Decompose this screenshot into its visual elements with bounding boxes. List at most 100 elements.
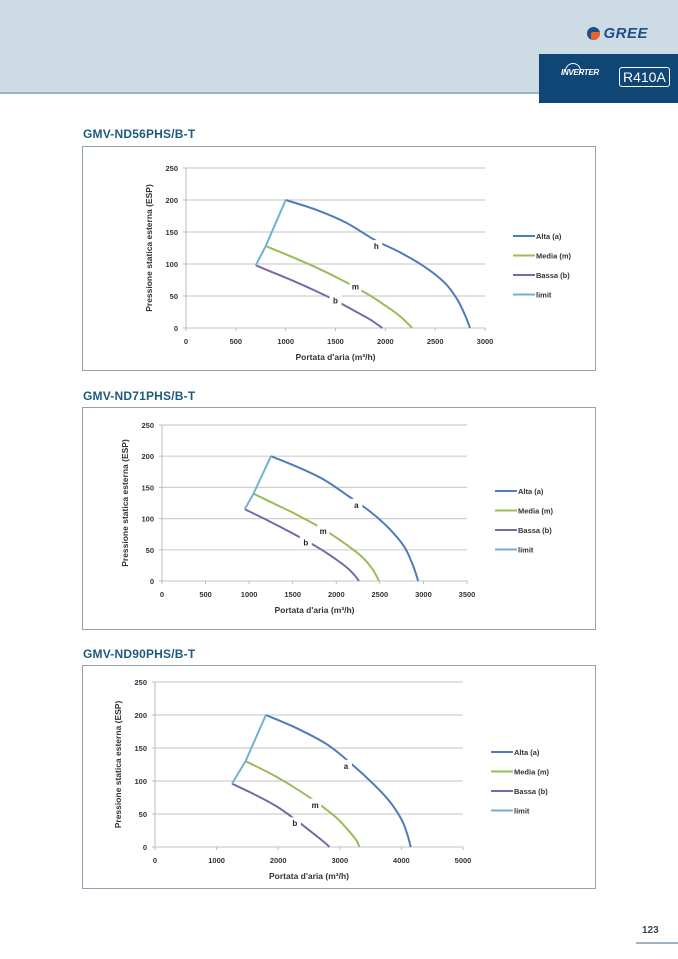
series-line-media <box>253 492 380 582</box>
chart-title: GMV-ND56PHS/B-T <box>83 127 196 141</box>
y-tick-label: 200 <box>165 196 178 205</box>
tech-badge: INVERTER R410A <box>539 54 678 103</box>
series-line-bassa <box>231 782 331 848</box>
data-label: b <box>303 538 308 547</box>
y-tick-label: 150 <box>141 483 154 492</box>
inverter-badge: INVERTER <box>561 68 599 77</box>
x-tick-label: 500 <box>199 590 212 599</box>
y-tick-label: 250 <box>165 164 178 173</box>
legend-label: Media (m) <box>518 507 554 516</box>
y-tick-label: 250 <box>134 678 147 687</box>
series-line-alta <box>285 199 471 329</box>
y-tick-label: 100 <box>165 260 178 269</box>
x-tick-label: 2000 <box>328 590 345 599</box>
chart-panel-2: 0 50 100 150 200 250 0 500 1000 1500 2000 2500 3000 3… <box>82 407 596 630</box>
x-tick-label: 2000 <box>377 337 394 346</box>
data-label-bg <box>349 280 362 292</box>
series-line-bassa <box>244 508 360 582</box>
series-line-limit <box>231 714 267 785</box>
r410a-badge: R410A <box>619 67 670 87</box>
page-number: 123 <box>642 925 659 936</box>
x-tick-label: 5000 <box>455 856 472 865</box>
data-label: m <box>352 282 359 291</box>
y-axis-label: Pressione statica esterna (ESP) <box>120 439 130 567</box>
x-tick-label: 0 <box>160 590 164 599</box>
series-line-limit <box>254 199 287 266</box>
gree-logo-text: GREE <box>603 25 648 42</box>
y-tick-label: 50 <box>139 810 147 819</box>
data-label: m <box>312 801 319 810</box>
legend-label: Alta (a) <box>514 748 540 757</box>
x-tick-label: 1000 <box>208 856 225 865</box>
data-label: b <box>333 296 338 305</box>
y-tick-label: 0 <box>143 843 147 852</box>
gree-logo-mark-icon <box>587 27 601 40</box>
chart-panel-3: 0 50 100 150 200 250 0 1000 2000 3000 4000 5000 Port… <box>82 665 596 889</box>
chart-panel-1: 0 50 100 150 200 250 0 500 1000 1500 2000 2500 3000 P… <box>82 146 596 371</box>
data-label: a <box>354 501 359 510</box>
x-tick-label: 0 <box>153 856 157 865</box>
data-label-bg <box>370 240 383 252</box>
y-tick-label: 100 <box>134 777 147 786</box>
y-tick-label: 50 <box>170 292 178 301</box>
x-axis-label: Portata d'aria (m³/h) <box>275 605 355 615</box>
x-tick-label: 2000 <box>270 856 287 865</box>
y-tick-label: 0 <box>150 577 154 586</box>
x-tick-label: 4000 <box>393 856 410 865</box>
chart-3: 0 50 100 150 200 250 0 1000 2000 3000 4000 5000 Port… <box>113 678 550 881</box>
legend-label: Bassa (b) <box>514 787 548 796</box>
legend-label: limit <box>514 807 530 816</box>
chart-title: GMV-ND90PHS/B-T <box>83 647 196 661</box>
x-tick-label: 3000 <box>415 590 432 599</box>
chart-title: GMV-ND71PHS/B-T <box>83 389 196 403</box>
data-label-bg <box>339 759 352 771</box>
data-label: a <box>344 762 349 771</box>
x-tick-label: 1500 <box>284 590 301 599</box>
series-line-limit <box>243 455 272 510</box>
x-tick-label: 3000 <box>331 856 348 865</box>
x-tick-label: 1000 <box>277 337 294 346</box>
legend-label: Bassa (b) <box>518 526 552 535</box>
x-tick-label: 1000 <box>241 590 258 599</box>
x-tick-label: 3500 <box>459 590 476 599</box>
y-tick-label: 200 <box>141 452 154 461</box>
y-tick-label: 200 <box>134 711 147 720</box>
gree-logo: GREE <box>587 25 648 42</box>
x-tick-label: 1500 <box>327 337 344 346</box>
y-tick-label: 250 <box>141 421 154 430</box>
data-label: h <box>374 242 379 251</box>
inverter-arc-icon <box>565 63 581 72</box>
y-axis-label: Pressione statica esterna (ESP) <box>113 701 123 829</box>
legend-label: Bassa (b) <box>536 271 570 280</box>
data-label: b <box>292 819 297 828</box>
y-tick-label: 150 <box>134 744 147 753</box>
x-axis-label: Portata d'aria (m³/h) <box>269 871 349 881</box>
data-label-bg <box>329 294 342 306</box>
legend-label: Media (m) <box>536 252 572 261</box>
series-line-media <box>245 760 361 848</box>
legend-label: Alta (a) <box>536 232 562 241</box>
legend-label: Media (m) <box>514 768 550 777</box>
data-label-bg <box>299 536 312 548</box>
series-line-bassa <box>255 264 383 329</box>
legend-label: limit <box>536 291 552 300</box>
y-tick-label: 100 <box>141 515 154 524</box>
y-tick-label: 0 <box>174 324 178 333</box>
x-tick-label: 3000 <box>477 337 494 346</box>
y-tick-label: 50 <box>146 546 154 555</box>
data-label-bg <box>309 798 322 810</box>
data-label-bg <box>350 498 363 510</box>
series-line-alta <box>265 714 412 848</box>
legend-label: limit <box>518 546 534 555</box>
page-header <box>0 0 678 94</box>
y-axis-label: Pressione statica esterna (ESP) <box>144 184 154 312</box>
x-tick-label: 500 <box>230 337 243 346</box>
x-tick-label: 2500 <box>372 590 389 599</box>
data-label: m <box>320 527 327 536</box>
y-tick-label: 150 <box>165 228 178 237</box>
x-tick-label: 2500 <box>427 337 444 346</box>
data-label-bg <box>288 817 301 829</box>
x-tick-label: 0 <box>184 337 188 346</box>
